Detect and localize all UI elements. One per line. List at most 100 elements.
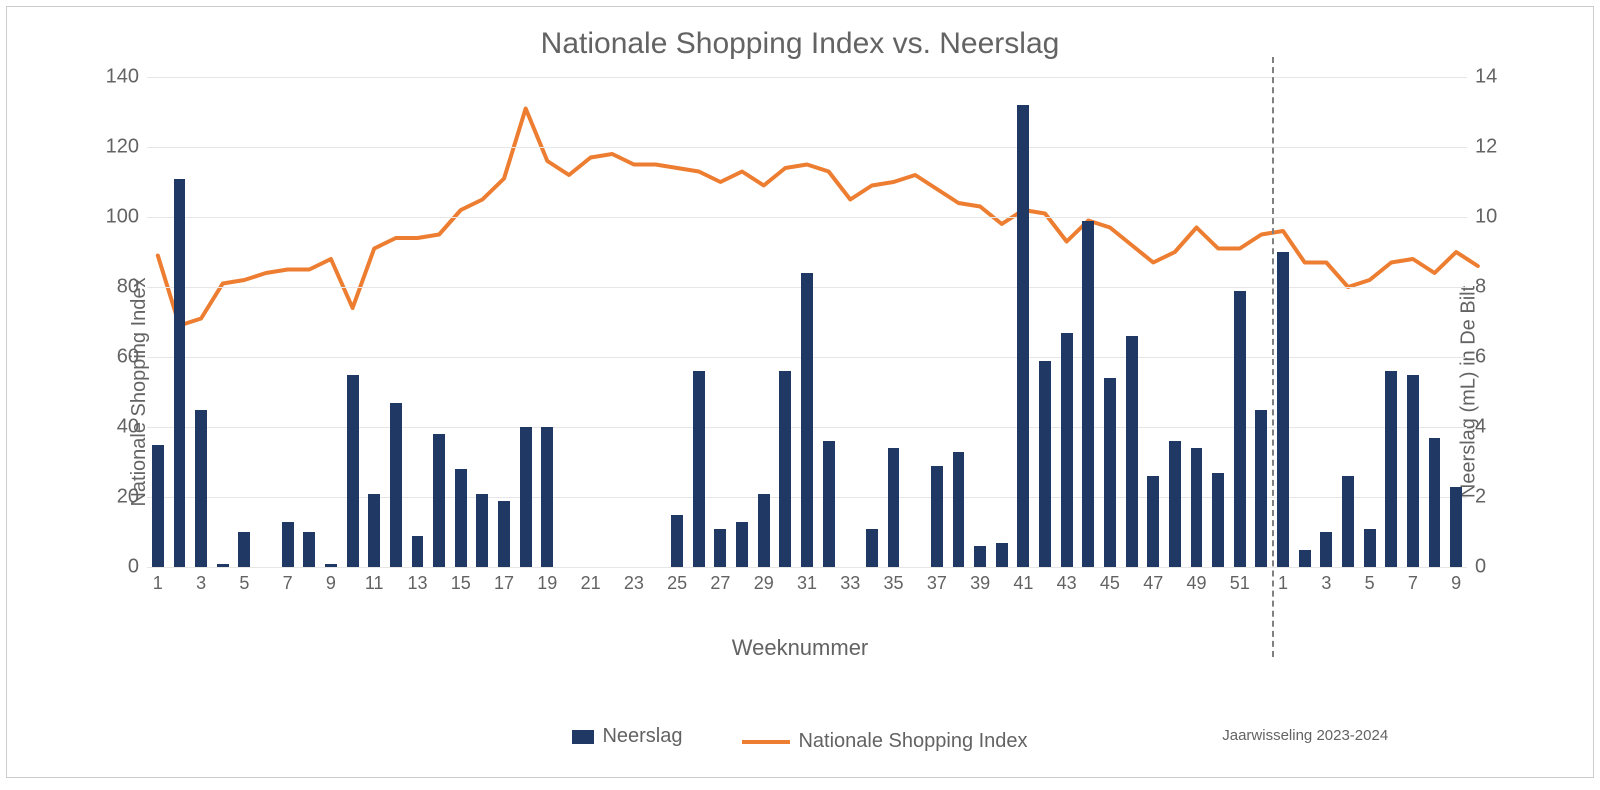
bar: [1299, 550, 1311, 568]
x-tick: 39: [970, 567, 990, 594]
x-tick: 33: [840, 567, 860, 594]
bar: [1017, 105, 1029, 567]
gridline: [147, 147, 1467, 148]
y-left-tick: 0: [128, 556, 147, 579]
x-tick: 21: [581, 567, 601, 594]
bar: [347, 375, 359, 568]
gridline: [147, 77, 1467, 78]
plot-area: 0204060801001201400246810121413579111315…: [147, 77, 1467, 567]
x-tick: 49: [1186, 567, 1206, 594]
x-tick: 29: [754, 567, 774, 594]
legend-item: Nationale Shopping Index: [742, 730, 1027, 753]
bar: [1407, 375, 1419, 568]
bar: [1342, 476, 1354, 567]
bar: [866, 529, 878, 568]
y-left-tick: 100: [106, 206, 147, 229]
y-right-tick: 6: [1467, 346, 1486, 369]
x-tick: 41: [1013, 567, 1033, 594]
gridline: [147, 217, 1467, 218]
x-axis-label: Weeknummer: [7, 635, 1593, 661]
bar: [823, 441, 835, 567]
bar: [1191, 448, 1203, 567]
x-tick: 11: [365, 567, 384, 594]
x-tick: 23: [624, 567, 644, 594]
x-tick: 51: [1230, 567, 1250, 594]
x-tick: 15: [451, 567, 471, 594]
bar: [758, 494, 770, 568]
bar: [714, 529, 726, 568]
bar: [1082, 221, 1094, 568]
x-tick: 47: [1143, 567, 1163, 594]
x-tick: 43: [1057, 567, 1077, 594]
bar: [1126, 336, 1138, 567]
bar: [1385, 371, 1397, 567]
x-tick: 27: [710, 567, 730, 594]
bar: [390, 403, 402, 568]
bar: [476, 494, 488, 568]
legend-item: Neerslag: [572, 725, 682, 748]
y-right-tick: 0: [1467, 556, 1486, 579]
y-left-tick: 20: [117, 486, 147, 509]
bar: [801, 273, 813, 567]
bar: [1039, 361, 1051, 568]
y-right-tick: 2: [1467, 486, 1486, 509]
x-tick: 1: [153, 567, 163, 594]
x-tick: 3: [196, 567, 206, 594]
bar: [195, 410, 207, 568]
bar: [996, 543, 1008, 568]
bar: [779, 371, 791, 567]
bar: [498, 501, 510, 568]
bar: [974, 546, 986, 567]
chart-title: Nationale Shopping Index vs. Neerslag: [7, 27, 1593, 61]
x-tick: 9: [1451, 567, 1461, 594]
bar: [412, 536, 424, 568]
legend-swatch-bar: [572, 730, 594, 744]
legend-swatch-line: [742, 740, 790, 744]
bar: [455, 469, 467, 567]
y-right-tick: 12: [1467, 136, 1497, 159]
bar: [1320, 532, 1332, 567]
bar: [368, 494, 380, 568]
bar: [671, 515, 683, 568]
bar: [325, 564, 337, 568]
x-tick: 17: [494, 567, 514, 594]
x-tick: 5: [239, 567, 249, 594]
bar: [152, 445, 164, 568]
x-tick: 13: [407, 567, 427, 594]
x-tick: 45: [1100, 567, 1120, 594]
x-tick: 9: [326, 567, 336, 594]
bar: [1104, 378, 1116, 567]
bar: [1429, 438, 1441, 568]
y-left-tick: 120: [106, 136, 147, 159]
bar: [693, 371, 705, 567]
chart-frame: Nationale Shopping Index vs. Neerslag Na…: [6, 6, 1594, 778]
x-tick: 5: [1365, 567, 1375, 594]
bar: [433, 434, 445, 567]
y-right-tick: 4: [1467, 416, 1486, 439]
legend-label: Nationale Shopping Index: [798, 730, 1027, 753]
x-tick: 35: [884, 567, 904, 594]
bar: [541, 427, 553, 567]
bar: [1212, 473, 1224, 568]
bar: [303, 532, 315, 567]
x-tick: 31: [797, 567, 817, 594]
legend-label: Neerslag: [602, 725, 682, 748]
bar: [174, 179, 186, 568]
y-left-tick: 80: [117, 276, 147, 299]
bar: [1147, 476, 1159, 567]
bar: [1234, 291, 1246, 568]
bar: [1277, 252, 1289, 567]
y-right-tick: 8: [1467, 276, 1486, 299]
year-change-annotation: Jaarwisseling 2023-2024: [1222, 727, 1388, 744]
y-left-tick: 140: [106, 66, 147, 89]
x-tick: 7: [283, 567, 293, 594]
bar: [520, 427, 532, 567]
bar: [1169, 441, 1181, 567]
bar: [217, 564, 229, 568]
bar: [1255, 410, 1267, 568]
bar: [1061, 333, 1073, 568]
x-tick: 25: [667, 567, 687, 594]
bar: [1450, 487, 1462, 568]
x-tick: 7: [1408, 567, 1418, 594]
y-left-tick: 60: [117, 346, 147, 369]
